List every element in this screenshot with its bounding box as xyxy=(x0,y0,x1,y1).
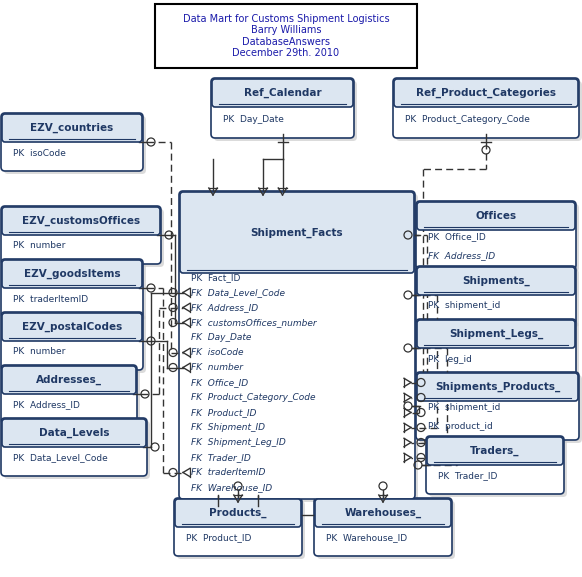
FancyBboxPatch shape xyxy=(2,207,160,235)
Text: PK  Data_Level_Code: PK Data_Level_Code xyxy=(13,454,108,463)
Text: EZV_postalCodes: EZV_postalCodes xyxy=(22,322,122,332)
FancyBboxPatch shape xyxy=(396,81,582,141)
FancyBboxPatch shape xyxy=(426,436,564,494)
Text: PK  product_id: PK product_id xyxy=(428,422,493,431)
FancyBboxPatch shape xyxy=(4,421,150,479)
FancyBboxPatch shape xyxy=(179,191,415,499)
Text: PK  shipment_id: PK shipment_id xyxy=(428,403,501,412)
Text: FK  traderItemID: FK traderItemID xyxy=(191,468,265,477)
FancyBboxPatch shape xyxy=(317,501,455,559)
Text: EZV_countries: EZV_countries xyxy=(30,123,113,133)
Text: EZV_goodsItems: EZV_goodsItems xyxy=(24,269,120,279)
Text: FK  Shipment_ID: FK Shipment_ID xyxy=(191,423,265,432)
Text: Data Mart for Customs Shipment Logistics
Barry Williams
DatabaseAnswers
December: Data Mart for Customs Shipment Logistics… xyxy=(183,14,389,58)
Text: PK  Fact_ID: PK Fact_ID xyxy=(191,273,240,282)
Text: FK  Product_ID: FK Product_ID xyxy=(191,408,257,417)
FancyBboxPatch shape xyxy=(182,194,418,502)
Text: FK  Shipment_Leg_ID: FK Shipment_Leg_ID xyxy=(191,438,286,447)
Text: Ref_Calendar: Ref_Calendar xyxy=(244,88,321,98)
FancyBboxPatch shape xyxy=(416,319,576,377)
FancyBboxPatch shape xyxy=(1,365,137,423)
Text: EZV_customsOffices: EZV_customsOffices xyxy=(22,216,140,226)
FancyBboxPatch shape xyxy=(4,262,146,320)
FancyBboxPatch shape xyxy=(1,418,147,476)
Text: PK  Trader_ID: PK Trader_ID xyxy=(438,471,498,481)
Text: PK  Day_Date: PK Day_Date xyxy=(223,114,284,123)
FancyBboxPatch shape xyxy=(211,78,354,138)
Text: Offices: Offices xyxy=(475,211,517,221)
FancyBboxPatch shape xyxy=(427,437,563,465)
Text: PK  leg_id: PK leg_id xyxy=(428,354,472,364)
Text: PK  Product_Category_Code: PK Product_Category_Code xyxy=(405,114,530,123)
FancyBboxPatch shape xyxy=(394,79,578,107)
FancyBboxPatch shape xyxy=(177,501,305,559)
FancyBboxPatch shape xyxy=(4,315,146,373)
Text: Warehouses_: Warehouses_ xyxy=(345,508,421,518)
FancyBboxPatch shape xyxy=(419,269,579,327)
Text: FK  isoCode: FK isoCode xyxy=(191,348,243,357)
Bar xyxy=(155,4,417,68)
FancyBboxPatch shape xyxy=(429,439,567,497)
FancyBboxPatch shape xyxy=(315,499,451,527)
FancyBboxPatch shape xyxy=(1,113,143,171)
Text: Ref_Product_Categories: Ref_Product_Categories xyxy=(416,88,556,98)
Text: Shipments_Products_: Shipments_Products_ xyxy=(435,382,560,392)
FancyBboxPatch shape xyxy=(416,266,576,324)
FancyBboxPatch shape xyxy=(4,116,146,174)
Text: FK  Address_ID: FK Address_ID xyxy=(428,251,495,260)
Text: FK  Data_Level_Code: FK Data_Level_Code xyxy=(191,288,285,297)
FancyBboxPatch shape xyxy=(314,498,452,556)
Text: Addresses_: Addresses_ xyxy=(36,375,102,385)
Text: PK  Product_ID: PK Product_ID xyxy=(186,534,251,542)
FancyBboxPatch shape xyxy=(419,322,579,380)
Text: PK  number: PK number xyxy=(13,242,65,250)
FancyBboxPatch shape xyxy=(2,313,142,341)
FancyBboxPatch shape xyxy=(4,209,164,267)
FancyBboxPatch shape xyxy=(417,202,575,230)
Text: FK  Day_Date: FK Day_Date xyxy=(191,333,251,342)
FancyBboxPatch shape xyxy=(2,114,142,142)
FancyBboxPatch shape xyxy=(416,201,576,269)
Text: FK  customsOffices_number: FK customsOffices_number xyxy=(191,318,317,327)
Text: FK  Trader_ID: FK Trader_ID xyxy=(191,453,251,462)
FancyBboxPatch shape xyxy=(417,373,578,401)
FancyBboxPatch shape xyxy=(174,498,302,556)
Text: Traders_: Traders_ xyxy=(470,446,520,456)
Text: PK  shipment_id: PK shipment_id xyxy=(428,302,501,310)
Text: PK  number: PK number xyxy=(13,347,65,357)
FancyBboxPatch shape xyxy=(4,368,140,426)
FancyBboxPatch shape xyxy=(2,260,142,288)
FancyBboxPatch shape xyxy=(2,419,146,447)
FancyBboxPatch shape xyxy=(1,312,143,370)
Text: Data_Levels: Data_Levels xyxy=(39,428,109,438)
FancyBboxPatch shape xyxy=(1,206,161,264)
Text: Shipments_: Shipments_ xyxy=(462,276,530,286)
FancyBboxPatch shape xyxy=(419,204,579,272)
Text: PK  traderItemID: PK traderItemID xyxy=(13,294,88,304)
FancyBboxPatch shape xyxy=(180,192,414,273)
FancyBboxPatch shape xyxy=(2,366,136,394)
Text: PK  Office_ID: PK Office_ID xyxy=(428,232,486,241)
Text: PK  Address_ID: PK Address_ID xyxy=(13,400,80,410)
FancyBboxPatch shape xyxy=(417,267,575,295)
FancyBboxPatch shape xyxy=(417,320,575,348)
FancyBboxPatch shape xyxy=(175,499,301,527)
Text: Shipment_Facts: Shipment_Facts xyxy=(251,227,343,238)
Text: PK  isoCode: PK isoCode xyxy=(13,148,66,158)
Text: FK  Address_ID: FK Address_ID xyxy=(191,303,258,312)
Text: PK  Warehouse_ID: PK Warehouse_ID xyxy=(326,534,407,542)
Text: FK  number: FK number xyxy=(191,363,243,372)
FancyBboxPatch shape xyxy=(393,78,579,138)
Text: Products_: Products_ xyxy=(210,508,267,518)
Text: FK  Warehouse_ID: FK Warehouse_ID xyxy=(191,483,272,492)
Text: FK  Office_ID: FK Office_ID xyxy=(191,378,248,387)
FancyBboxPatch shape xyxy=(1,259,143,317)
Text: Shipment_Legs_: Shipment_Legs_ xyxy=(449,329,543,339)
FancyBboxPatch shape xyxy=(416,372,579,440)
FancyBboxPatch shape xyxy=(214,81,357,141)
FancyBboxPatch shape xyxy=(212,79,353,107)
FancyBboxPatch shape xyxy=(419,375,582,443)
Text: FK  Product_Category_Code: FK Product_Category_Code xyxy=(191,393,315,402)
